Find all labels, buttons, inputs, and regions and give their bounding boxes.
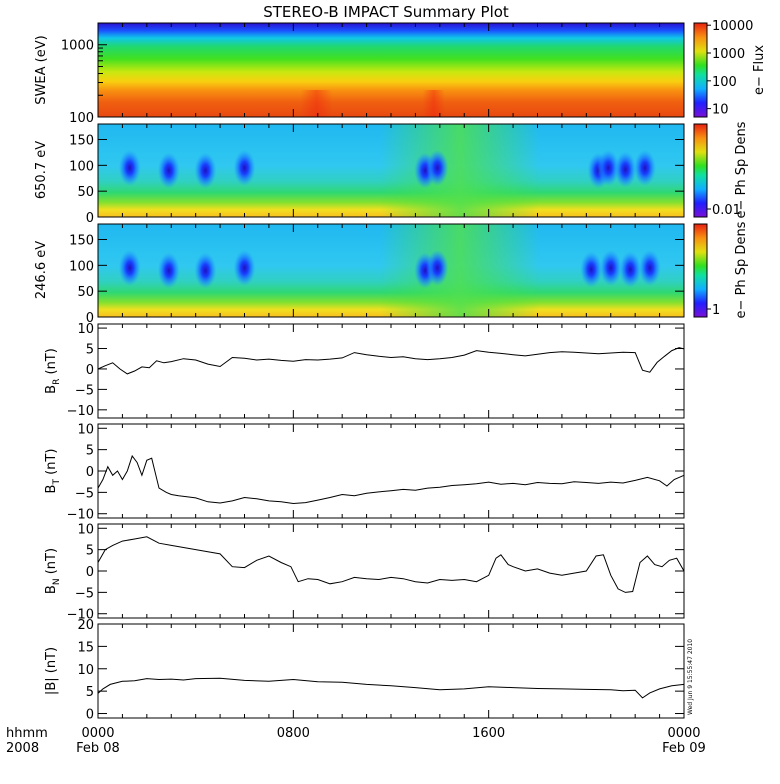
colorbar-tick-label: 1	[712, 303, 720, 318]
pad650-ylabel: 650.7 eV	[34, 141, 49, 199]
bt-ytick-label: −5	[75, 486, 94, 501]
pad650-low-density-blob	[597, 149, 620, 186]
pad650-low-density-blob	[194, 152, 217, 189]
br-ytick-label: 5	[86, 343, 94, 358]
pad650-low-density-blob	[426, 149, 449, 186]
pad246-low-density-blob	[619, 251, 642, 288]
pad246-colorbar	[693, 223, 708, 318]
bmag-frame	[97, 623, 685, 719]
pad246-greenwash	[380, 224, 540, 317]
panel-pad650: 0 50 100 150 650.7 eV 0.01 e− Ph Sp Dens	[34, 121, 749, 226]
panel-br: −10 −5 0 5 10 BR (nT)	[44, 322, 685, 419]
bmag-ytick-label: 15	[77, 640, 94, 655]
colorbar-tick-label: 10	[712, 103, 729, 118]
x-tick-label: 1600	[472, 726, 505, 741]
pad246-low-density-blob	[599, 249, 622, 286]
colorbar-tick-label: 100	[712, 75, 737, 90]
x-tick-label: 0000	[667, 726, 700, 741]
bt-ytick-label: 10	[77, 422, 94, 437]
panel-bmag: 0 5 10 15 20 |B| (nT)	[44, 618, 685, 723]
br-series-line	[97, 347, 685, 375]
xaxis-label-top: hhmm	[6, 726, 48, 741]
colorbar-tick-label: 10000	[712, 19, 753, 34]
timestamp: Wed Jun 9 15:55:47 2010	[687, 639, 694, 715]
bmag-ylabel: |B| (nT)	[44, 647, 59, 695]
pad246-ytick-label: 100	[69, 259, 94, 274]
pad650-colorbar-label: e− Ph Sp Dens	[734, 121, 749, 218]
swea-colorbar-label: e− Flux	[752, 45, 767, 95]
bt-frame	[97, 423, 685, 519]
bn-ytick-label: 5	[86, 544, 94, 559]
colorbar-tick-label: 0.01	[712, 203, 741, 218]
bn-ylabel: BN (nT)	[44, 548, 62, 594]
x-tick-label: 0800	[277, 726, 310, 741]
bn-ytick-label: −10	[67, 608, 94, 623]
pad246-low-density-blob	[426, 249, 449, 286]
pad246-low-density-blob	[580, 251, 603, 288]
pad650-low-density-blob	[157, 152, 180, 189]
swea-flux-enhancement	[300, 90, 333, 117]
pad246-low-density-blob	[638, 249, 661, 286]
bmag-ytick-label: 5	[86, 685, 94, 700]
x-tick-label: 0000	[81, 726, 114, 741]
bmag-ytick-label: 10	[77, 663, 94, 678]
panel-bt: −10 −5 0 5 10 BT (nT)	[44, 422, 685, 523]
pad650-ytick-label: 100	[69, 159, 94, 174]
pad246-ylabel: 246.6 eV	[34, 241, 49, 299]
bn-series-line	[97, 536, 685, 593]
bt-ylabel: BT (nT)	[44, 449, 62, 494]
panel-bn: −10 −5 0 5 10 BN (nT)	[44, 522, 685, 623]
bmag-ytick-label: 0	[86, 708, 94, 723]
bn-frame	[97, 523, 685, 619]
pad246-ytick-label: 50	[77, 285, 94, 300]
bn-ytick-label: 0	[86, 565, 94, 580]
pad246-colorbar-label: e− Ph Sp Dens	[734, 221, 749, 318]
pad650-low-density-blob	[614, 151, 637, 188]
pad246-low-density-blob	[157, 252, 180, 289]
swea-ytick-label: 1000	[61, 39, 94, 54]
pad650-ytick-label: 0	[86, 211, 94, 226]
panel-pad246: 0 50 100 150 246.6 eV 1 e− Ph Sp Dens	[34, 221, 749, 326]
br-ylabel: BR (nT)	[44, 348, 62, 394]
pad246-low-density-blob	[118, 249, 141, 286]
pad650-low-density-blob	[233, 149, 256, 186]
swea-ytick-label: 100	[69, 111, 94, 126]
br-frame	[97, 323, 685, 419]
br-ytick-label: 0	[86, 363, 94, 378]
panel-swea: 100 1000 SWEA (eV) 10000 1000 100 10 e− Flux	[34, 19, 767, 126]
xaxis-label-bottom: 2008	[6, 741, 39, 756]
colorbar-tick-label: 1000	[712, 47, 745, 62]
pad650-low-density-blob	[118, 149, 141, 186]
pad246-ytick-label: 0	[86, 311, 94, 326]
pad650-greenwash	[380, 124, 540, 217]
x-tick-date-label: Feb 09	[662, 741, 706, 756]
plot-title: STEREO-B IMPACT Summary Plot	[263, 3, 509, 21]
bt-ytick-label: −10	[67, 508, 94, 523]
swea-spectrogram	[98, 23, 684, 117]
pad246-ytick-label: 150	[69, 234, 94, 249]
pad246-low-density-blob	[194, 252, 217, 289]
bn-ytick-label: 10	[77, 522, 94, 537]
pad650-ytick-label: 150	[69, 134, 94, 149]
pad650-low-density-blob	[633, 149, 656, 186]
swea-flux-enhancement	[422, 90, 445, 117]
swea-colorbar	[693, 22, 708, 118]
bt-series-line	[97, 454, 685, 505]
bmag-series-line	[97, 677, 685, 699]
x-tick-date-label: Feb 08	[76, 741, 120, 756]
pad650-colorbar	[693, 123, 708, 218]
br-ytick-label: −5	[75, 383, 94, 398]
pad246-low-density-blob	[233, 249, 256, 286]
pad650-ytick-label: 50	[77, 185, 94, 200]
bmag-ytick-label: 20	[77, 618, 94, 633]
bn-ytick-label: −5	[75, 586, 94, 601]
br-ytick-label: −10	[67, 404, 94, 419]
bt-ytick-label: 0	[86, 465, 94, 480]
bt-ytick-label: 5	[86, 444, 94, 459]
br-ytick-label: 10	[77, 322, 94, 337]
swea-ylabel: SWEA (eV)	[34, 35, 49, 104]
